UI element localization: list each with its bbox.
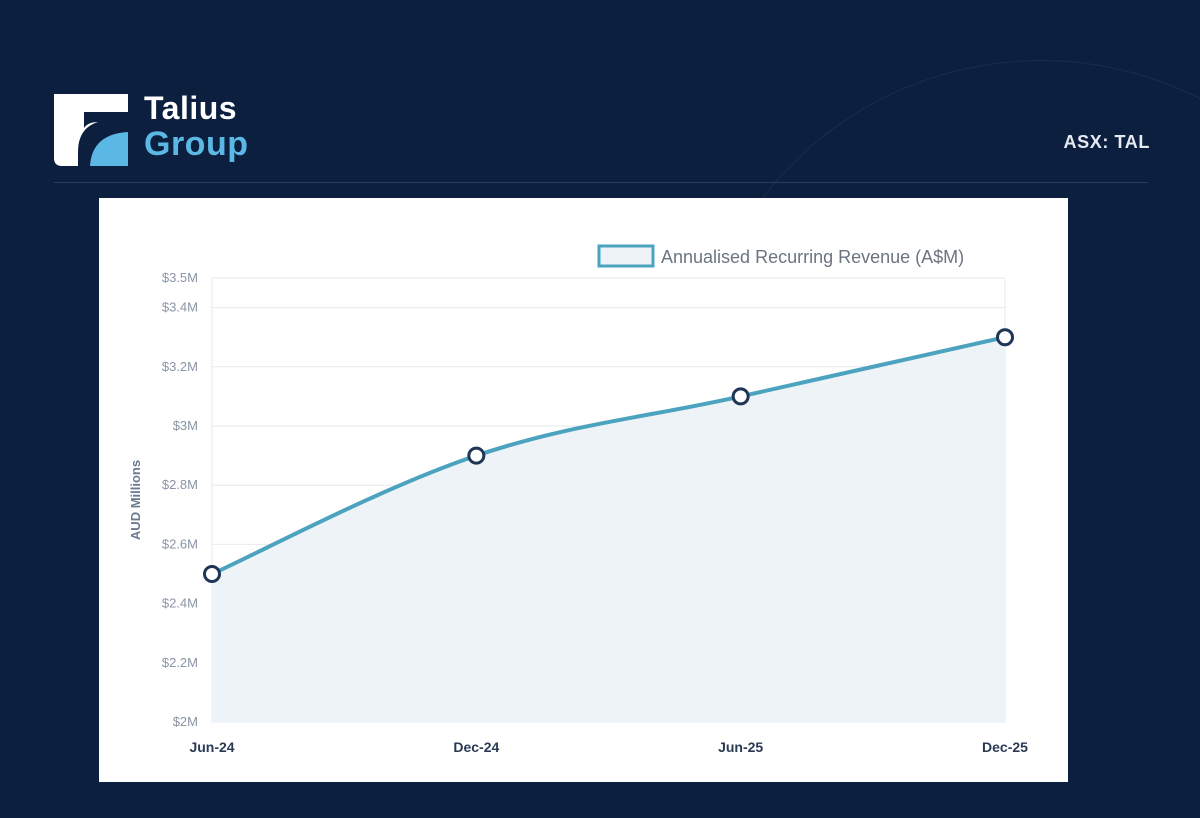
header: Talius Group ASX: TAL — [0, 0, 1200, 184]
y-tick-label: $2M — [173, 714, 198, 729]
data-point-marker — [731, 387, 750, 406]
y-tick-label: $2.4M — [162, 596, 198, 611]
data-point-marker — [467, 446, 486, 465]
header-divider — [54, 182, 1148, 183]
data-point-marker — [996, 328, 1014, 347]
chart-card: $2M $2.2M $2.4M $2.6M $2.8M $3M $3.2M $3.4M $3.5… — [99, 198, 1068, 782]
x-tick-label: Dec-25 — [982, 739, 1028, 755]
brand-name: Talius Group — [144, 92, 248, 161]
y-tick-label: $3.2M — [162, 359, 198, 374]
y-tick-label: $3.4M — [162, 300, 198, 315]
y-tick-label: $2.6M — [162, 536, 198, 551]
x-tick-label: Jun-24 — [189, 739, 234, 755]
arr-chart: $2M $2.2M $2.4M $2.6M $2.8M $3M $3.2M $3.4M $3.5… — [128, 244, 1028, 755]
series-line — [210, 335, 1007, 576]
x-tick-label: Dec-24 — [453, 739, 499, 755]
y-tick-label: $2.2M — [162, 655, 198, 670]
y-tick-label: $3.5M — [162, 270, 198, 285]
y-axis-title: AUD Millions — [128, 460, 143, 540]
series-area-fill — [212, 337, 1005, 722]
x-tick-label: Jun-25 — [718, 739, 763, 755]
legend-label: Annualised Recurring Revenue (A$M) — [661, 247, 964, 267]
data-point-marker — [203, 565, 221, 583]
y-tick-label: $3M — [173, 418, 198, 433]
legend-swatch — [597, 244, 655, 268]
talius-logo-icon — [54, 94, 128, 166]
brand-name-line1: Talius — [144, 90, 238, 126]
brand-name-line2: Group — [144, 125, 249, 163]
y-tick-label: $2.8M — [162, 477, 198, 492]
ticker-label: ASX: TAL — [1063, 132, 1150, 152]
